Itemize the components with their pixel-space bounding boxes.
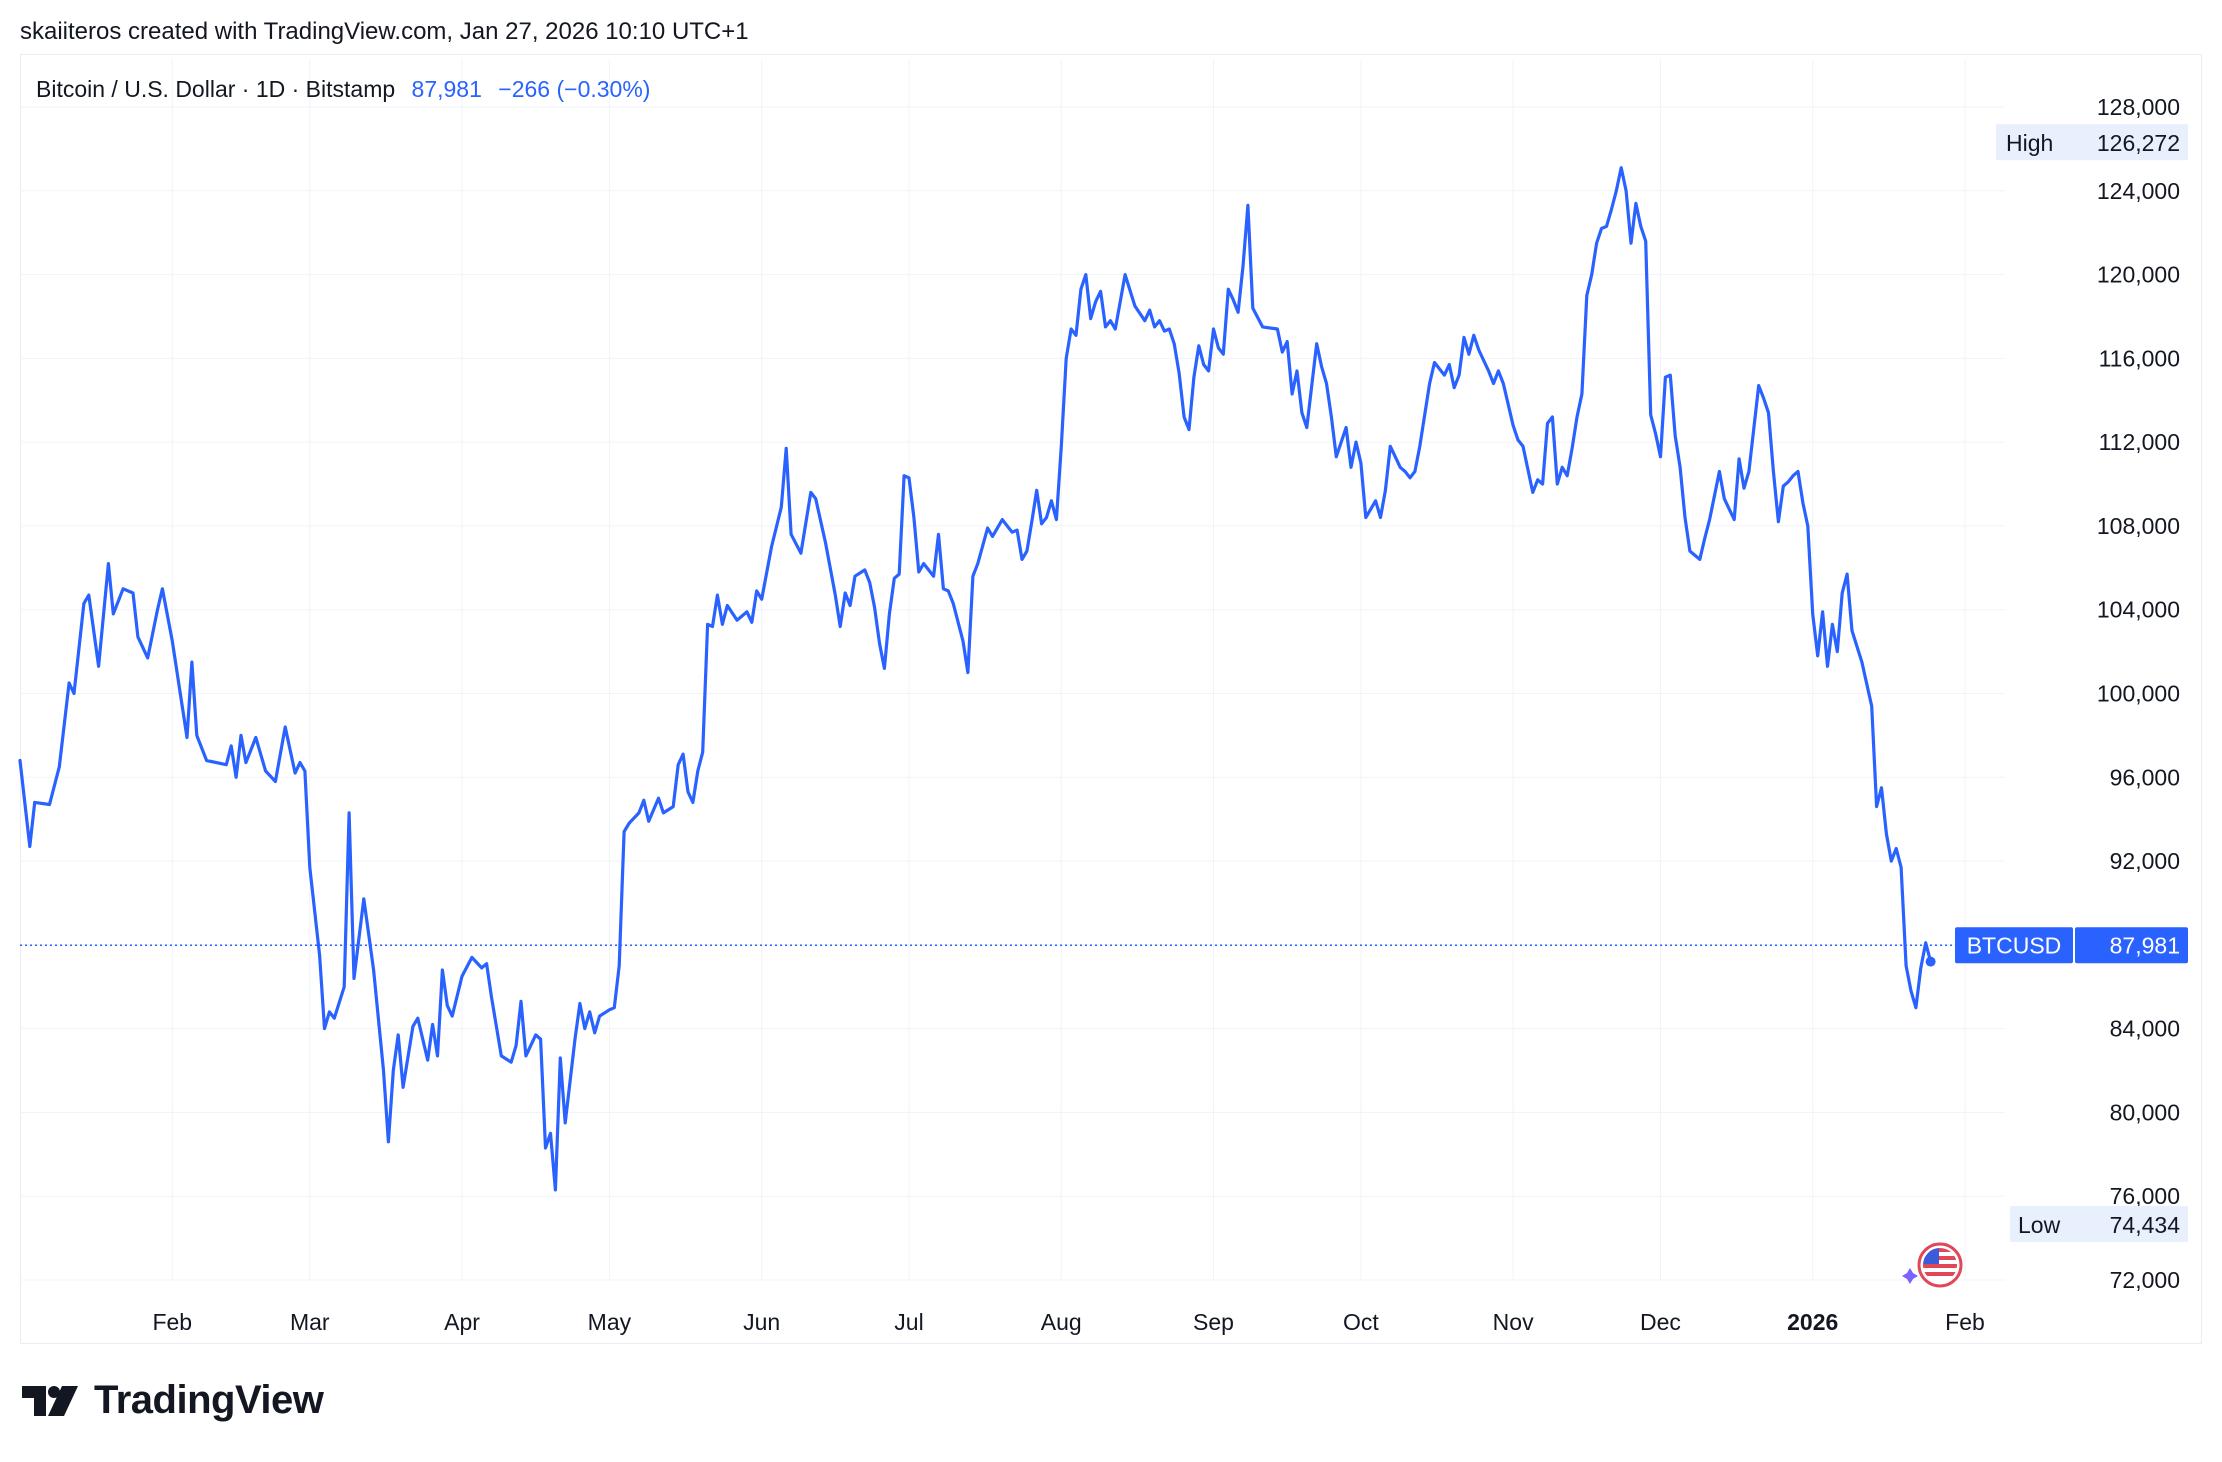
x-tick-label: Feb [152,1309,192,1335]
x-tick-label: 2026 [1787,1309,1838,1335]
legend-price: 87,981 [411,76,482,102]
symbol-badge-label: BTCUSD [1967,932,2062,958]
y-tick-label: 128,000 [2097,94,2180,120]
y-tick-label: 76,000 [2110,1183,2180,1209]
high-badge [1996,124,2188,161]
x-tick-label: Apr [444,1309,480,1335]
x-tick-label: Dec [1640,1309,1681,1335]
x-tick-label: Feb [1945,1309,1985,1335]
y-tick-label: 96,000 [2110,764,2180,790]
y-tick-label: 100,000 [2097,681,2180,707]
x-tick-label: Jun [743,1309,780,1335]
y-tick-label: 104,000 [2097,597,2180,623]
y-tick-label: 84,000 [2110,1016,2180,1042]
us-flag-icon[interactable] [1902,1242,1963,1288]
y-tick-label: 108,000 [2097,513,2180,539]
price-badges: High 126,272 Low 74,434 BTCUSD 87,981 [1955,124,2188,1242]
price-series [18,166,1955,1192]
x-tick-label: Mar [290,1309,330,1335]
chart-caption: skaiiteros created with TradingView.com,… [20,18,749,45]
low-value: 74,434 [2110,1212,2181,1238]
symbol-badge [1955,927,2073,964]
low-label: Low [2018,1212,2061,1238]
x-tick-label: Sep [1193,1309,1234,1335]
y-tick-label: 124,000 [2097,178,2180,204]
x-tick-label: Nov [1493,1309,1534,1335]
high-value: 126,272 [2097,130,2180,156]
price-chart[interactable]: 128,000 124,000 120,000 116,000 112,000 108,0… [0,0,2222,1380]
tradingview-brand[interactable]: TradingView [22,1378,324,1423]
last-price-badge [2075,927,2188,964]
x-tick-label: Aug [1041,1309,1082,1335]
legend-symbol[interactable]: Bitcoin / U.S. Dollar · 1D · Bitstamp [36,76,396,102]
last-price-dot [1925,956,1936,967]
chart-legend: Bitcoin / U.S. Dollar · 1D · Bitstamp 87… [36,76,650,103]
y-tick-label: 116,000 [2099,345,2180,371]
x-tick-label: Oct [1343,1309,1379,1335]
x-tick-label: Jul [894,1309,923,1335]
last-price-value: 87,981 [2110,932,2180,958]
low-badge [2010,1206,2188,1242]
y-tick-label: 72,000 [2110,1267,2180,1293]
y-tick-label: 112,000 [2099,429,2180,455]
tradingview-logo-icon [22,1385,78,1416]
high-label: High [2006,130,2053,156]
y-axis: 128,000 124,000 120,000 116,000 112,000 108,0… [2097,94,2180,1293]
legend-change: −266 (−0.30%) [498,76,651,102]
y-tick-label: 80,000 [2110,1099,2180,1125]
btcusd-line [18,166,1933,1192]
y-tick-label: 92,000 [2110,848,2180,874]
x-tick-label: May [588,1309,632,1335]
brand-name: TradingView [94,1378,324,1422]
x-axis: Feb Mar Apr May Jun Jul Aug Sep Oct Nov Dec 2026 Feb [152,1309,1984,1335]
y-tick-label: 120,000 [2097,262,2180,288]
chart-frame [20,54,2202,1344]
grid-lines [20,60,2005,1281]
